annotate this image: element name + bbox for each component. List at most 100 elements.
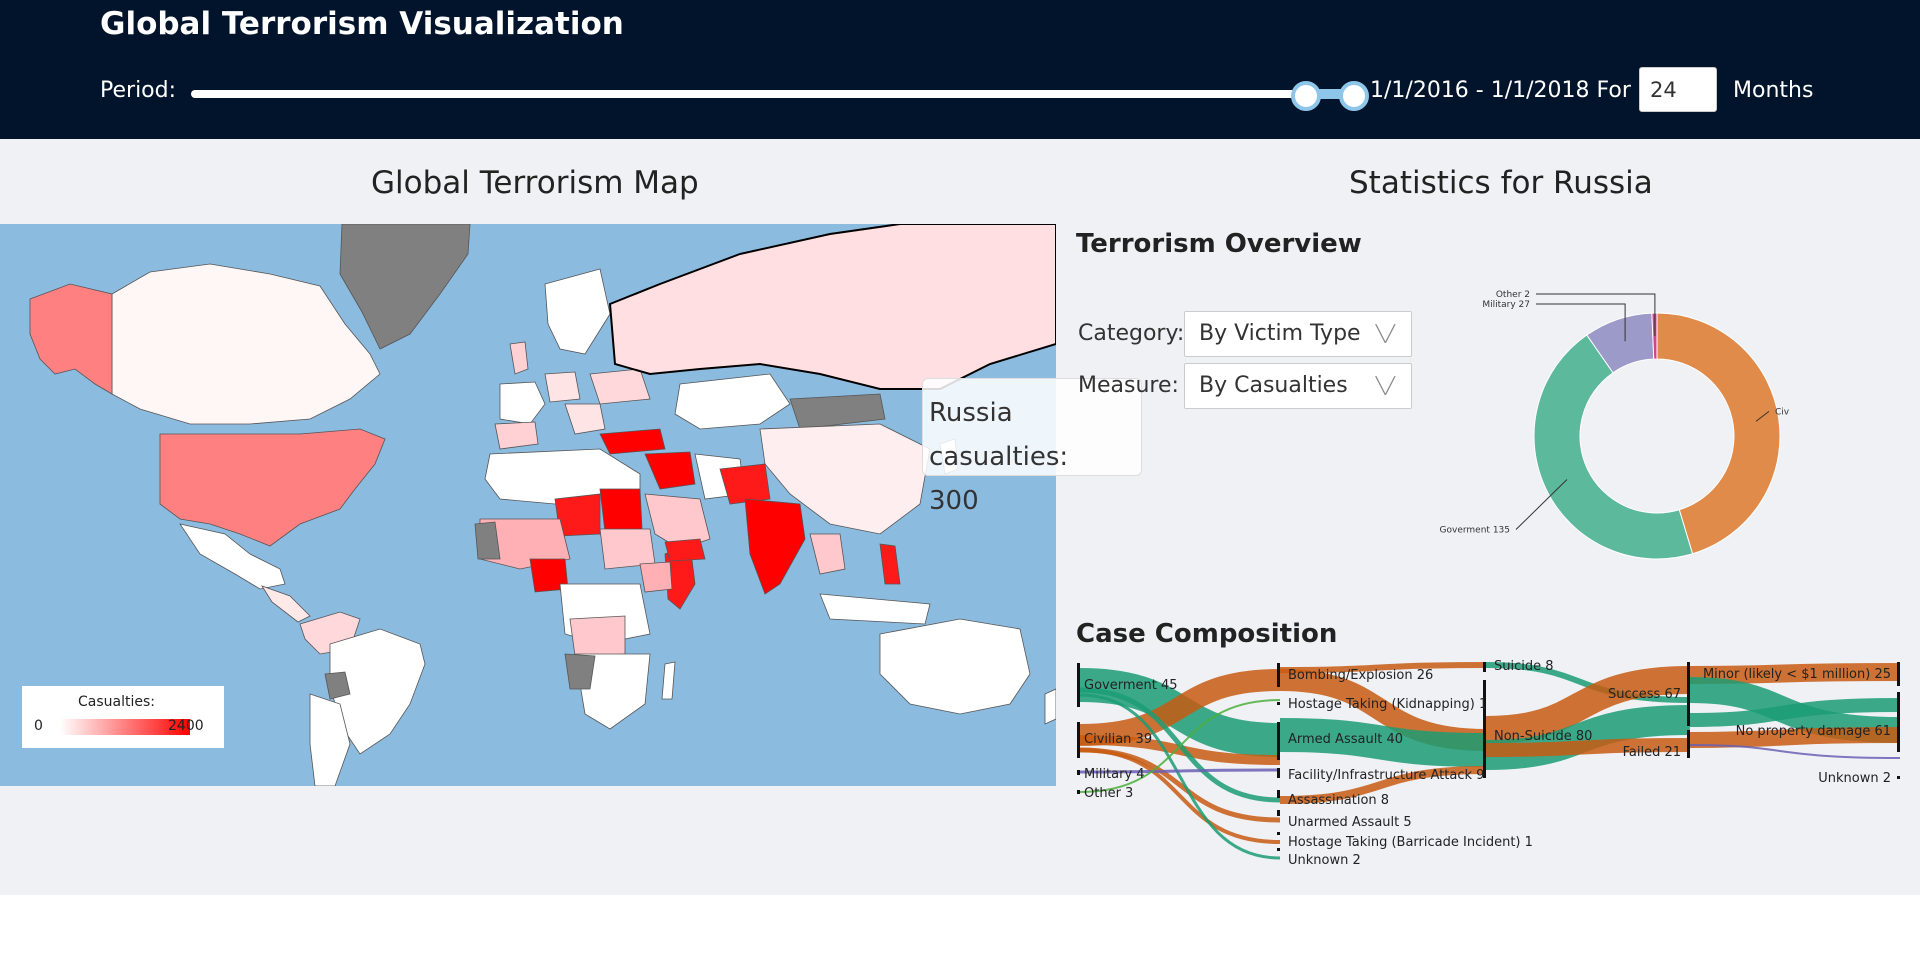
- months-input[interactable]: [1639, 67, 1717, 112]
- map-title: Global Terrorism Map: [371, 165, 699, 201]
- app-title: Global Terrorism Visualization: [100, 6, 624, 42]
- chevron-down-icon: ╲╱: [1375, 376, 1395, 395]
- case-composition-sankey[interactable]: Goverment 45 Civilian 39 Military 4 Othe…: [1070, 660, 1910, 880]
- sankey-link: [1079, 735, 1281, 765]
- sankey-link: [1485, 738, 1691, 757]
- sankey-label: Failed 21: [1623, 745, 1681, 760]
- composition-title: Case Composition: [1076, 619, 1338, 649]
- category-select-value: By Victim Type: [1199, 321, 1361, 346]
- country-kazakhstan: [674, 373, 791, 430]
- sankey-label: Unknown 2: [1288, 853, 1361, 868]
- sankey-label: Suicide 8: [1494, 660, 1554, 674]
- sankey-node: [1897, 662, 1900, 686]
- country-namibia-gray: [564, 653, 596, 690]
- sankey-node: [1277, 848, 1280, 851]
- period-slider-start-handle[interactable]: [1291, 81, 1321, 111]
- country-sudan: [599, 528, 656, 570]
- overview-title: Terrorism Overview: [1076, 229, 1362, 259]
- country-philippines: [879, 543, 901, 585]
- country-afghanistan: [719, 463, 771, 505]
- country-indonesia: [819, 593, 931, 625]
- sankey-node: [1277, 832, 1280, 835]
- legend-max: 2400: [168, 718, 204, 734]
- country-mongolia: [789, 393, 886, 430]
- map-legend: Casualties: 0 2400: [22, 686, 224, 748]
- donut-label: Military 27: [1482, 300, 1530, 310]
- sankey-node: [1277, 768, 1280, 778]
- period-slider-range[interactable]: [1302, 89, 1351, 99]
- donut-slice[interactable]: [1533, 334, 1694, 560]
- measure-select[interactable]: By Casualties ╲╱: [1184, 363, 1412, 409]
- country-balkans: [564, 403, 606, 435]
- sankey-label: Armed Assault 40: [1288, 732, 1403, 747]
- sankey-label: Hostage Taking (Kidnapping) 1: [1288, 697, 1487, 712]
- sankey-link: [1689, 698, 1901, 727]
- legend-gradient: [60, 719, 190, 735]
- sankey-link: [1279, 662, 1487, 673]
- sankey-node: [1277, 722, 1280, 760]
- sankey-label: Success 67: [1608, 687, 1681, 702]
- donut-label: Goverment 135: [1440, 526, 1510, 536]
- sankey-node: [1483, 662, 1486, 672]
- sankey-label: Non-Suicide 80: [1494, 729, 1592, 744]
- country-uk: [509, 341, 529, 375]
- country-central-america: [261, 585, 311, 623]
- victim-type-donut-chart[interactable]: Civilian 136 Goverment 135 Military 27Othe…: [1430, 280, 1790, 570]
- map-tooltip: Russia casualties: 300: [922, 378, 1142, 516]
- sankey-link: [1485, 666, 1691, 744]
- sankey-label: Minor (likely < $1 million) 25: [1703, 667, 1891, 682]
- sankey-node: [1897, 776, 1900, 779]
- sankey-link: [1689, 744, 1901, 759]
- category-label: Category:: [1078, 321, 1185, 346]
- country-mexico: [179, 523, 286, 590]
- country-china: [759, 423, 931, 535]
- sankey-link: [1079, 699, 1281, 793]
- sankey-node: [1277, 810, 1280, 816]
- sankey-link: [1079, 748, 1281, 844]
- world-map-svg[interactable]: [0, 224, 1056, 786]
- donut-leader-line: [1515, 479, 1568, 530]
- sankey-node: [1483, 680, 1486, 778]
- country-west-africa-gray: [474, 521, 501, 560]
- country-france: [499, 381, 546, 425]
- country-alaska: [29, 283, 113, 395]
- country-turkey: [599, 428, 666, 455]
- sankey-label: Assassination 8: [1288, 793, 1389, 808]
- sankey-node: [1897, 692, 1900, 752]
- country-syria-iraq: [644, 451, 696, 490]
- world-map[interactable]: Casualties: 0 2400: [0, 224, 1056, 786]
- donut-label: Civilian 136: [1775, 407, 1790, 417]
- donut-slice[interactable]: [1651, 312, 1658, 360]
- period-label: Period:: [100, 78, 177, 103]
- tooltip-line-1: Russia casualties:: [929, 398, 1069, 472]
- measure-label: Measure:: [1078, 373, 1179, 398]
- country-bolivia: [324, 671, 351, 700]
- period-range-text: 1/1/2016 - 1/1/2018 For: [1370, 78, 1631, 103]
- category-select[interactable]: By Victim Type ╲╱: [1184, 311, 1412, 357]
- period-slider-end-handle[interactable]: [1339, 81, 1369, 111]
- sankey-label: Unarmed Assault 5: [1288, 815, 1412, 830]
- sankey-label: Facility/Infrastructure Attack 9: [1288, 768, 1484, 783]
- country-scandinavia: [544, 268, 611, 355]
- sankey-label: Hostage Taking (Barricade Incident) 1: [1288, 835, 1533, 850]
- sankey-node: [1277, 790, 1280, 798]
- country-greenland: [339, 224, 471, 350]
- top-bar: Global Terrorism Visualization Period: 1…: [0, 0, 1920, 139]
- donut-label: Other 2: [1496, 290, 1530, 300]
- country-spain: [494, 421, 539, 450]
- sankey-label: Bombing/Explosion 26: [1288, 668, 1433, 683]
- country-australia: [879, 618, 1031, 715]
- country-drc: [569, 615, 626, 657]
- sankey-node: [1277, 702, 1280, 705]
- donut-leader-line: [1536, 303, 1626, 342]
- country-southern-africa: [574, 653, 651, 730]
- sankey-node: [1077, 790, 1080, 794]
- country-new-zealand: [1044, 688, 1056, 725]
- sankey-node: [1077, 722, 1080, 758]
- country-usa: [159, 428, 386, 547]
- donut-slice[interactable]: [1656, 312, 1781, 555]
- sankey-label: No property damage 61: [1736, 724, 1891, 739]
- period-slider-track[interactable]: [191, 90, 1351, 98]
- country-ethiopia: [639, 561, 673, 593]
- sankey-node: [1077, 663, 1080, 707]
